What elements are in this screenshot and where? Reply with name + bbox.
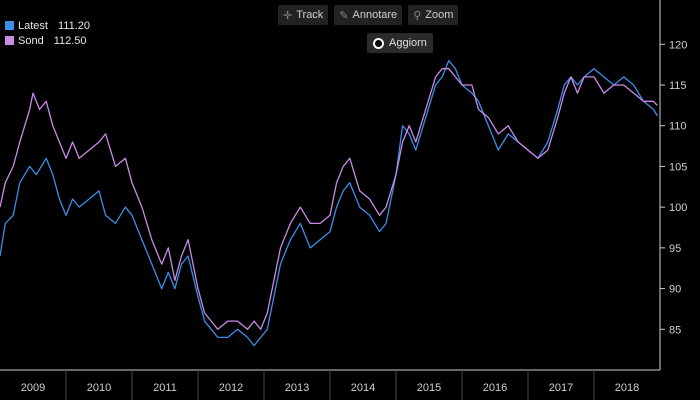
y-tick-label: 120 [669,39,687,51]
x-tick-label: 2014 [351,382,375,394]
zoom-label: Zoom [425,9,454,21]
series-line-sond [0,68,658,330]
plot-area [0,59,658,347]
track-button[interactable]: ✛ Track [278,5,329,25]
x-tick-label: 2013 [285,382,309,394]
legend: Latest 111.20 Sond 112.50 [5,18,90,48]
radio-dot-icon [373,37,384,49]
series-line-latest [0,59,658,347]
chart-toolbar: ✛ Track ✎ Annotare ⚲ Zoom [278,5,459,25]
legend-item-sond[interactable]: Sond 112.50 [5,33,90,48]
x-tick-label: 2010 [87,382,111,394]
x-tick-label: 2009 [21,382,45,394]
legend-swatch-sond [5,36,14,45]
annotate-button[interactable]: ✎ Annotare [334,5,403,25]
x-axis: 2009 2010 2011 2012 2013 2014 2015 2016 2017 2018 [0,369,660,400]
x-tick-label: 2015 [417,382,441,394]
x-tick-label: 2011 [153,382,177,394]
refresh-label: Aggiorn [389,37,427,49]
legend-value-latest: 111.20 [57,19,90,32]
y-tick-label: 95 [669,243,681,255]
x-tick-label: 2012 [219,382,243,394]
legend-value-sond: 112.50 [53,34,87,47]
y-tick-label: 100 [669,202,687,214]
y-axis: 85 90 95 100 105 110 115 120 [659,0,687,370]
refresh-button[interactable]: Aggiorn [367,33,433,53]
y-tick-label: 85 [669,324,681,336]
legend-label-sond: Sond [18,34,44,47]
pencil-icon: ✎ [339,9,349,22]
y-tick-label: 90 [669,284,681,296]
annotate-label: Annotare [352,9,398,21]
track-label: Track [296,9,324,21]
x-tick-label: 2018 [615,382,639,394]
crosshair-icon: ✛ [283,9,293,22]
x-tick-label: 2016 [483,382,507,394]
y-tick-label: 110 [669,121,687,133]
legend-item-latest[interactable]: Latest 111.20 [5,18,90,33]
legend-label-latest: Latest [18,19,48,32]
legend-swatch-latest [5,21,14,30]
y-tick-label: 115 [669,80,687,92]
magnifier-icon: ⚲ [413,9,422,22]
x-tick-label: 2017 [549,382,573,394]
zoom-button[interactable]: ⚲ Zoom [408,5,459,25]
y-tick-label: 105 [669,161,687,173]
